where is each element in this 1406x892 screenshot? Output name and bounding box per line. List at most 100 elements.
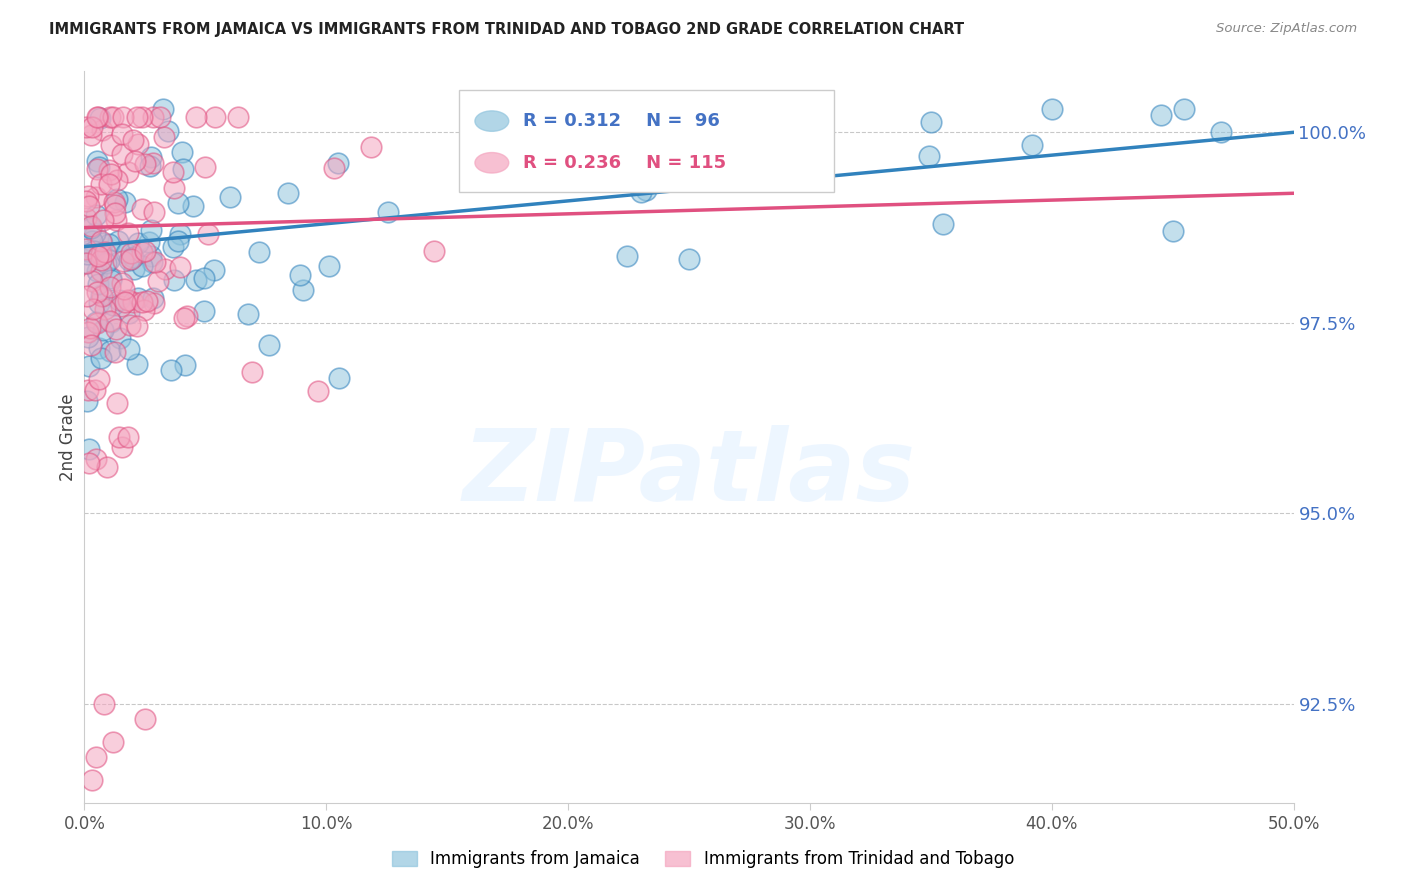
Point [136, 293, 159, 308]
Point [139, 159, 162, 173]
Point [202, 263, 225, 277]
Point [86, 285, 108, 299]
Point [84, 226, 107, 240]
Point [80, 120, 103, 134]
Point [799, 137, 821, 152]
Point [678, 252, 700, 266]
Point [307, 384, 329, 398]
Point [772, 153, 794, 167]
Point [326, 156, 349, 170]
Point [77, 442, 100, 456]
Point [103, 735, 125, 749]
Point [131, 110, 153, 124]
Point [96, 460, 118, 475]
Point [75, 211, 97, 226]
Point [120, 245, 142, 260]
Point [219, 190, 242, 204]
Point [100, 273, 122, 287]
Point [86, 190, 108, 204]
Point [173, 310, 195, 325]
Point [94, 244, 117, 259]
Point [134, 157, 156, 171]
Point [86, 316, 108, 330]
Point [100, 167, 122, 181]
Point [93, 323, 115, 337]
Point [112, 254, 135, 268]
Point [328, 370, 350, 384]
Point [122, 295, 145, 310]
Point [149, 110, 172, 124]
Point [101, 298, 124, 312]
Point [86, 161, 108, 176]
Point [142, 291, 165, 305]
Point [127, 137, 149, 152]
Point [918, 149, 941, 163]
Point [98, 237, 121, 252]
Point [83, 383, 105, 397]
Point [114, 195, 136, 210]
Point [87, 160, 110, 174]
Point [377, 205, 399, 219]
Point [114, 295, 136, 310]
Point [91, 289, 114, 303]
Point [167, 235, 190, 249]
Point [76, 246, 98, 260]
Point [80, 128, 103, 142]
Point [121, 250, 143, 264]
Text: R = 0.236    N = 115: R = 0.236 N = 115 [523, 153, 727, 172]
Point [117, 165, 139, 179]
Point [76, 330, 98, 344]
Point [139, 222, 162, 236]
Point [111, 441, 134, 455]
Point [169, 227, 191, 241]
Point [77, 359, 100, 373]
Point [90, 246, 112, 260]
Point [1209, 125, 1232, 139]
Point [162, 164, 184, 178]
Point [97, 177, 120, 191]
Point [75, 194, 97, 208]
Point [112, 282, 135, 296]
Point [291, 283, 314, 297]
Text: ZIPatlas: ZIPatlas [463, 425, 915, 522]
Point [142, 296, 165, 310]
Ellipse shape [475, 153, 509, 173]
Ellipse shape [475, 111, 509, 131]
Point [170, 145, 193, 160]
Point [163, 273, 186, 287]
Point [204, 110, 226, 124]
Point [93, 301, 115, 316]
Point [134, 244, 156, 259]
Point [125, 110, 148, 124]
Point [117, 306, 139, 320]
Point [169, 260, 191, 274]
Point [323, 161, 346, 176]
Point [104, 212, 127, 227]
Point [193, 304, 215, 318]
Point [84, 451, 107, 466]
Point [87, 110, 110, 124]
Legend: Immigrants from Jamaica, Immigrants from Trinidad and Tobago: Immigrants from Jamaica, Immigrants from… [385, 844, 1021, 875]
Point [184, 110, 207, 124]
Point [97, 163, 120, 178]
Point [86, 750, 108, 764]
Point [117, 226, 139, 240]
Point [630, 185, 652, 199]
Point [104, 198, 127, 212]
Point [318, 259, 340, 273]
Point [1040, 103, 1063, 117]
Point [89, 287, 111, 301]
Point [142, 110, 165, 124]
Point [259, 338, 281, 352]
Point [142, 156, 165, 170]
FancyBboxPatch shape [460, 90, 834, 192]
Point [76, 244, 98, 259]
Point [82, 274, 104, 288]
Point [159, 363, 181, 377]
Point [77, 325, 100, 339]
Point [277, 186, 299, 200]
Point [76, 288, 98, 302]
Y-axis label: 2nd Grade: 2nd Grade [59, 393, 77, 481]
Point [79, 320, 101, 334]
Point [75, 242, 97, 256]
